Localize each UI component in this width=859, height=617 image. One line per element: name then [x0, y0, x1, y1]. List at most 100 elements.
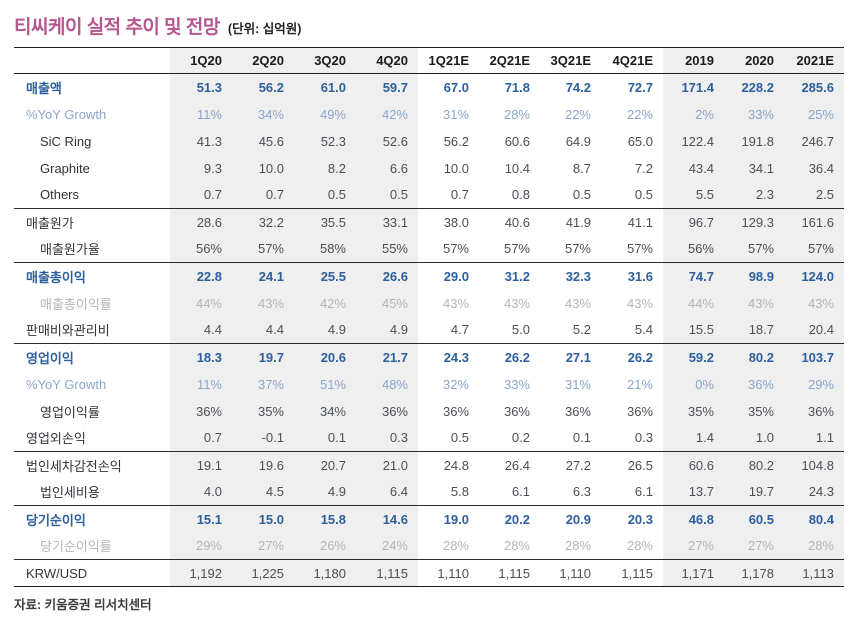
column-header: 3Q21E: [540, 47, 601, 74]
cell-value: 129.3: [724, 208, 784, 236]
cell-value: 24.1: [232, 262, 294, 290]
cell-value: 33.1: [356, 208, 418, 236]
cell-value: 11%: [170, 370, 232, 398]
cell-value: 35.5: [294, 208, 356, 236]
cell-value: 0.5: [450, 430, 469, 446]
cell-value: 41.1: [601, 208, 663, 236]
cell-value: 32.3: [540, 262, 601, 290]
cell-value: 6.1: [634, 484, 653, 500]
cell-value: 35%: [724, 397, 784, 425]
cell-value: 20.3: [601, 505, 663, 533]
table-row: 당기순이익 15.1 15.0 15.8 14.6 19.0 20.2 20.9 20.3 46.…: [14, 505, 844, 533]
cell-value: 0%: [663, 370, 724, 398]
cell-value: 28%: [442, 538, 469, 554]
cell-value: 5.8: [450, 484, 469, 500]
cell-value: 4.4: [170, 316, 232, 344]
row-label: 매출원가율: [40, 242, 100, 258]
cell-value: 1,115: [479, 559, 540, 587]
table-row: 매출총이익 22.8 24.1 25.5 26.6 29.0 31.2 32.3 31.6 74.…: [14, 262, 844, 290]
cell-value: 0.8: [511, 187, 530, 203]
cell-value: 104.8: [784, 451, 844, 479]
cell-value: 8.2: [294, 154, 356, 182]
row-label: 영업이익: [14, 343, 170, 371]
row-label: 영업외손익: [26, 431, 86, 447]
cell-value: 34%: [294, 397, 356, 425]
cell-value: 6.6: [356, 154, 418, 182]
table-row: 영업이익 18.3 19.7 20.6 21.7 24.3 26.2 27.1 26.2 59.2…: [14, 343, 844, 371]
row-label: 영업이익률: [40, 404, 100, 420]
cell-value: 60.6: [504, 133, 530, 149]
cell-value: 5.4: [634, 322, 653, 338]
cell-value: 20.6: [294, 343, 356, 371]
cell-value: 1,110: [540, 559, 601, 587]
row-label: %YoY Growth: [26, 376, 107, 392]
cell-value: 35%: [232, 397, 294, 425]
cell-value: 19.0: [418, 505, 479, 533]
cell-value: 20.4: [784, 316, 844, 344]
cell-value: 28.6: [170, 208, 232, 236]
cell-value: 20.2: [479, 505, 540, 533]
cell-value: 9.3: [170, 154, 232, 182]
cell-value: 191.8: [724, 127, 784, 155]
cell-value: 45%: [356, 289, 418, 317]
cell-value: 0.5: [294, 181, 356, 209]
cell-value: 15.0: [232, 505, 294, 533]
cell-value: 44%: [663, 289, 724, 317]
row-label: 매출총이익률: [40, 296, 112, 312]
cell-value: 42%: [356, 100, 418, 128]
cell-value: 44%: [170, 289, 232, 317]
cell-value: 26.4: [479, 451, 540, 479]
cell-value: 26.5: [601, 451, 663, 479]
cell-value: 32.2: [232, 208, 294, 236]
cell-value: 80.4: [784, 505, 844, 533]
cell-value: 1,178: [724, 559, 784, 587]
cell-value: 34%: [232, 100, 294, 128]
cell-value: 33%: [724, 100, 784, 128]
cell-value: 43%: [503, 295, 530, 311]
row-label: Graphite: [40, 160, 90, 176]
cell-value: 38.0: [418, 208, 479, 236]
cell-value: 10.0: [443, 160, 469, 176]
row-label: 매출액: [26, 80, 62, 96]
cell-value: 0.7: [450, 187, 469, 203]
cell-value: 40.6: [479, 208, 540, 236]
cell-value: 45.6: [232, 127, 294, 155]
table-row: SiC Ring 41.3 45.6 52.3 52.6 56.2 60.6 64.9 65.0…: [14, 127, 844, 155]
cell-value: 36%: [626, 403, 653, 419]
cell-value: 24.3: [418, 343, 479, 371]
cell-value: 0.1: [294, 424, 356, 452]
cell-value: 4.9: [294, 478, 356, 506]
cell-value: 15.5: [663, 316, 724, 344]
cell-value: 18.7: [724, 316, 784, 344]
cell-value: 11%: [170, 100, 232, 128]
cell-value: 6.4: [356, 478, 418, 506]
cell-value: 0.7: [170, 424, 232, 452]
table-row: 매출액 51.3 56.2 61.0 59.7 67.0 71.8 74.2 72.7 171.4…: [14, 73, 844, 101]
cell-value: 6.1: [511, 484, 530, 500]
cell-value: 20.9: [540, 505, 601, 533]
cell-value: 43.4: [663, 154, 724, 182]
row-label-header: [14, 47, 170, 74]
cell-value: 7.2: [634, 160, 653, 176]
cell-value: 80.2: [724, 451, 784, 479]
cell-value: 36%: [503, 403, 530, 419]
financials-table: 1Q20 2Q20 3Q20 4Q20 1Q21E 2Q21E 3Q21E 4Q21E 2019…: [14, 47, 844, 587]
cell-value: 49%: [294, 100, 356, 128]
table-header: 1Q20 2Q20 3Q20 4Q20 1Q21E 2Q21E 3Q21E 4Q21E 2019…: [14, 47, 844, 74]
cell-value: 26.6: [356, 262, 418, 290]
cell-value: 22.8: [170, 262, 232, 290]
cell-value: 29%: [784, 370, 844, 398]
cell-value: 43%: [724, 289, 784, 317]
cell-value: 26.2: [479, 343, 540, 371]
column-header: 2020: [724, 47, 784, 74]
cell-value: 36%: [356, 397, 418, 425]
cell-value: 52.6: [356, 127, 418, 155]
cell-value: 56%: [170, 235, 232, 263]
cell-value: 4.0: [170, 478, 232, 506]
cell-value: 0.3: [634, 430, 653, 446]
cell-value: 124.0: [784, 262, 844, 290]
cell-value: 4.9: [294, 316, 356, 344]
cell-value: 22%: [626, 106, 653, 122]
cell-value: 28%: [503, 538, 530, 554]
cell-value: 57%: [232, 235, 294, 263]
